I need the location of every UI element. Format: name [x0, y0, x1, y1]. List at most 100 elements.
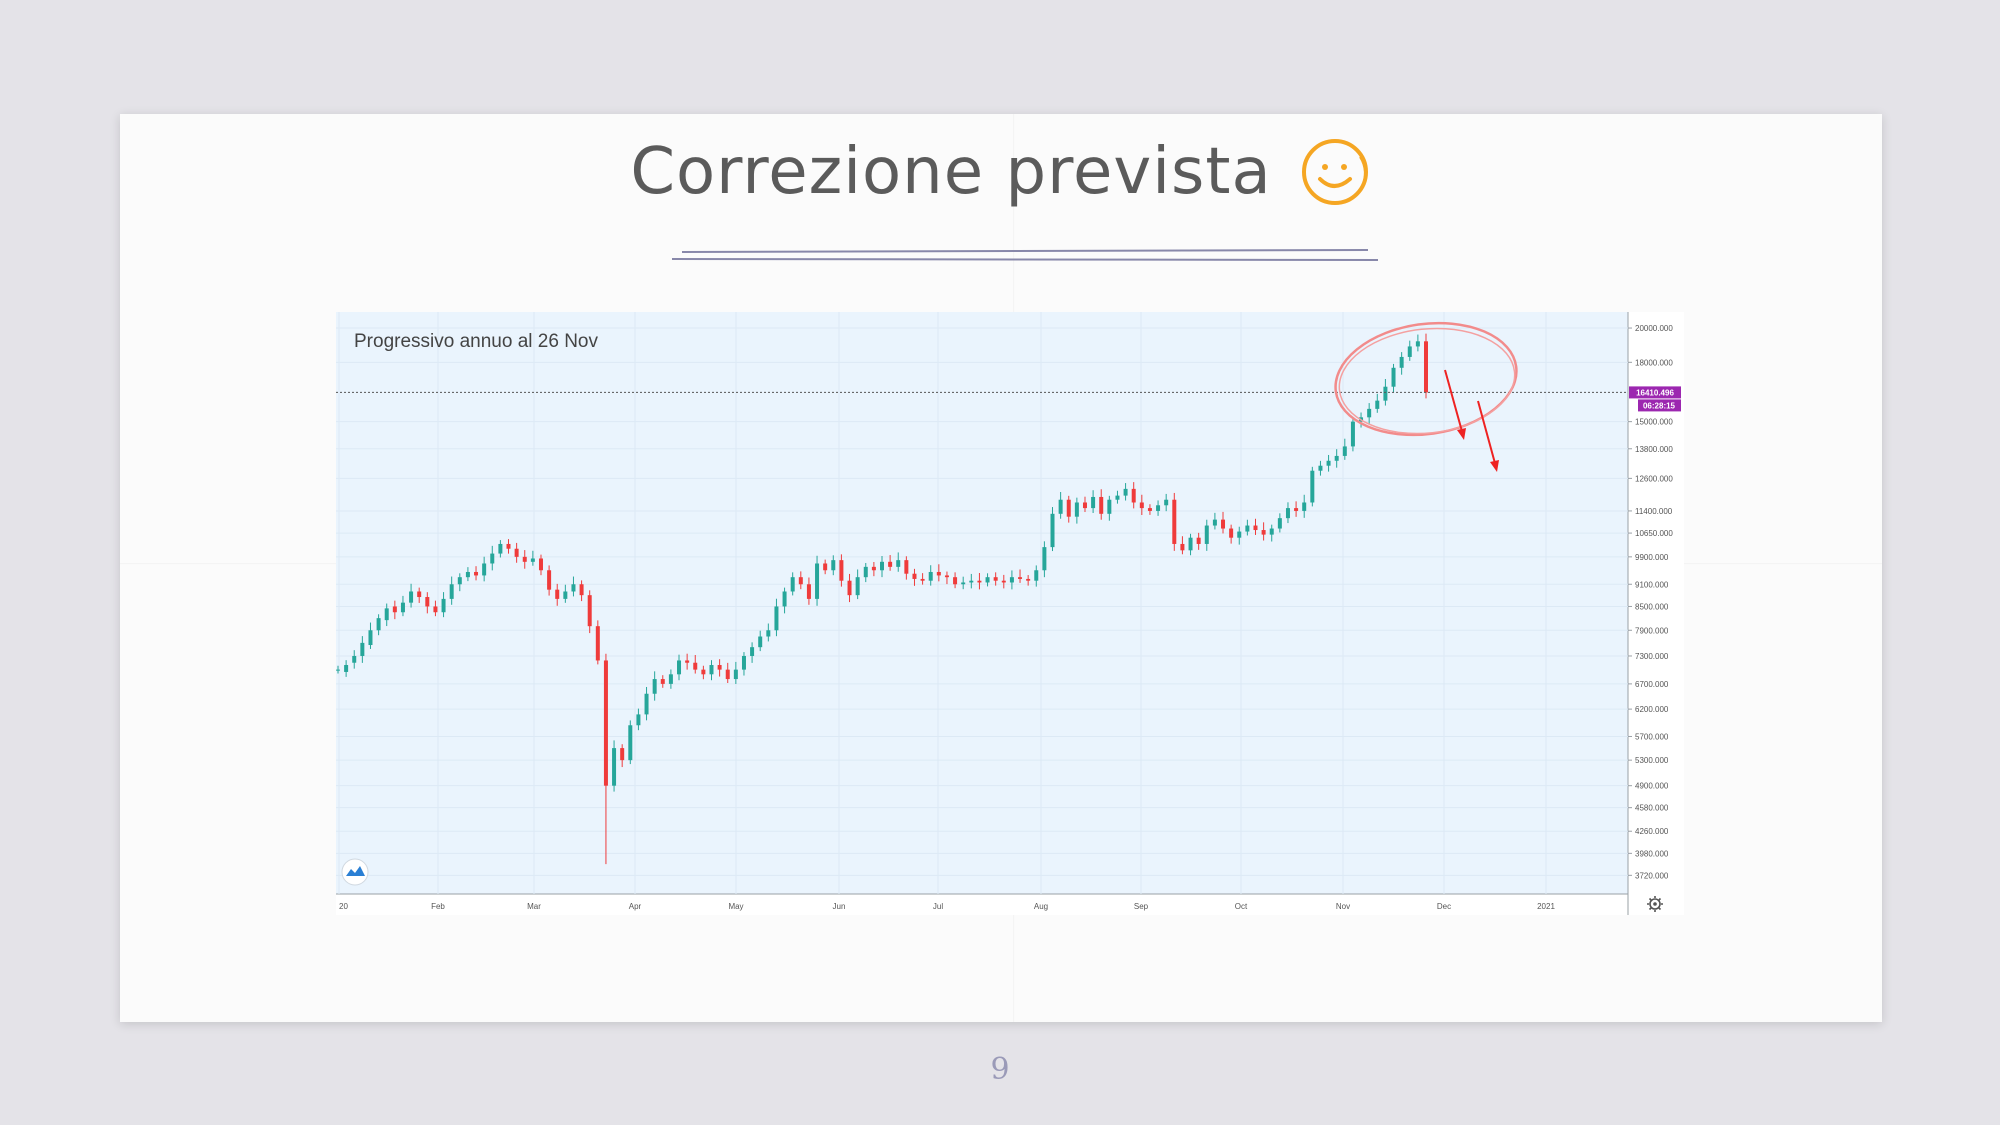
candle-body — [1139, 502, 1144, 509]
candlestick-series — [336, 333, 1428, 865]
candle-body — [360, 642, 365, 656]
candle-body — [384, 608, 389, 621]
candle-body — [603, 660, 608, 786]
price-tick-label: 7300.000 — [1635, 652, 1669, 661]
time-tick-label: Mar — [527, 902, 541, 911]
candle-body — [936, 571, 941, 576]
candle-body — [506, 543, 511, 549]
time-tick-label: Dec — [1437, 902, 1451, 911]
candle-body — [1058, 499, 1063, 514]
candle-body — [896, 560, 901, 567]
candle-body — [1375, 400, 1380, 409]
highlight-circle — [1334, 321, 1518, 437]
settings-gear-icon[interactable] — [1647, 896, 1663, 912]
candle-body — [1269, 528, 1274, 535]
candle-body — [815, 563, 820, 599]
time-tick-label: Nov — [1336, 902, 1350, 911]
candle-body — [847, 580, 852, 596]
candle-body — [1294, 508, 1299, 511]
time-tick-label: Aug — [1034, 902, 1048, 911]
candle-body — [928, 571, 933, 581]
chart-canvas[interactable]: 20000.000 18000.000 15000.000 13800.000 1260… — [336, 312, 1684, 915]
price-tick-label: 4900.000 — [1635, 782, 1669, 791]
candle-body — [1245, 525, 1250, 532]
time-tick-label: Sep — [1134, 902, 1149, 911]
price-axis: 20000.000 18000.000 15000.000 13800.000 1260… — [1628, 324, 1673, 880]
candle-body — [1091, 496, 1096, 509]
candle-body — [823, 563, 828, 571]
candle-body — [839, 560, 844, 581]
candle-body — [1399, 356, 1404, 368]
page-number: 9 — [990, 1052, 1010, 1087]
candle-body — [449, 584, 454, 599]
candle-body — [1277, 518, 1282, 529]
time-tick-label: Jul — [933, 902, 943, 911]
slide-title-text: Correzione prevista — [630, 135, 1272, 209]
candle-body — [668, 674, 673, 684]
candle-body — [1326, 460, 1331, 466]
candle-body — [644, 693, 649, 715]
candle-body — [1107, 499, 1112, 514]
price-tick-label: 6700.000 — [1635, 680, 1669, 689]
candle-body — [1302, 502, 1307, 511]
plot-background — [336, 312, 1628, 894]
candle-body — [725, 669, 730, 680]
candle-body — [733, 669, 738, 680]
candle-body — [961, 582, 966, 585]
candle-body — [985, 577, 990, 583]
candle-body — [563, 591, 568, 599]
time-tick-label: Apr — [629, 902, 642, 911]
candle-body — [336, 669, 340, 671]
candle-body — [595, 626, 600, 661]
candle-body — [693, 662, 698, 670]
price-tick-label: 5300.000 — [1635, 756, 1669, 765]
smiley-icon — [1301, 139, 1368, 205]
price-tick-label: 11400.000 — [1635, 507, 1673, 516]
candle-body — [741, 655, 746, 670]
candle-body — [953, 577, 958, 585]
price-tick-label: 8500.000 — [1635, 602, 1669, 611]
price-chart[interactable]: 20000.000 18000.000 15000.000 13800.000 1260… — [336, 312, 1684, 915]
price-tick-label: 12600.000 — [1635, 474, 1673, 483]
candle-body — [555, 589, 560, 599]
candle-body — [1261, 530, 1266, 535]
candle-body — [1066, 499, 1071, 517]
candle-body — [888, 561, 893, 567]
candle-body — [969, 580, 974, 583]
candle-body — [1050, 513, 1055, 548]
candle-body — [352, 655, 357, 663]
candle-body — [920, 578, 925, 581]
candle-body — [1212, 519, 1217, 526]
price-tick-label: 15000.000 — [1635, 418, 1673, 427]
time-tick-label: Jun — [833, 902, 846, 911]
candle-body — [1123, 488, 1128, 496]
candle-body — [1237, 531, 1242, 538]
candle-body — [766, 630, 771, 637]
candle-body — [425, 597, 430, 607]
time-tick-label: 2021 — [1537, 902, 1555, 911]
candle-body — [774, 606, 779, 631]
price-tick-label: 6200.000 — [1635, 705, 1669, 714]
candle-body — [1424, 341, 1428, 393]
candle-body — [1350, 421, 1355, 447]
candle-body — [1009, 577, 1014, 583]
candle-body — [490, 553, 495, 564]
candle-body — [1415, 341, 1420, 347]
price-axis-background — [1628, 312, 1684, 915]
candle-body — [522, 556, 527, 562]
time-tick-label: Feb — [431, 902, 445, 911]
time-tick-label: Oct — [1235, 902, 1248, 911]
candle-body — [1172, 499, 1177, 544]
candle-body — [571, 584, 576, 592]
candle-body — [1229, 528, 1234, 538]
candle-body — [482, 563, 487, 576]
candle-body — [1026, 578, 1031, 581]
price-tick-label: 3980.000 — [1635, 849, 1669, 858]
candle-body — [1082, 502, 1087, 509]
candle-body — [1334, 455, 1339, 461]
candle-body — [579, 584, 584, 596]
candle-body — [1156, 505, 1161, 511]
candle-body — [1383, 386, 1388, 401]
candle-body — [612, 748, 617, 786]
price-tick-label: 7900.000 — [1635, 626, 1669, 635]
